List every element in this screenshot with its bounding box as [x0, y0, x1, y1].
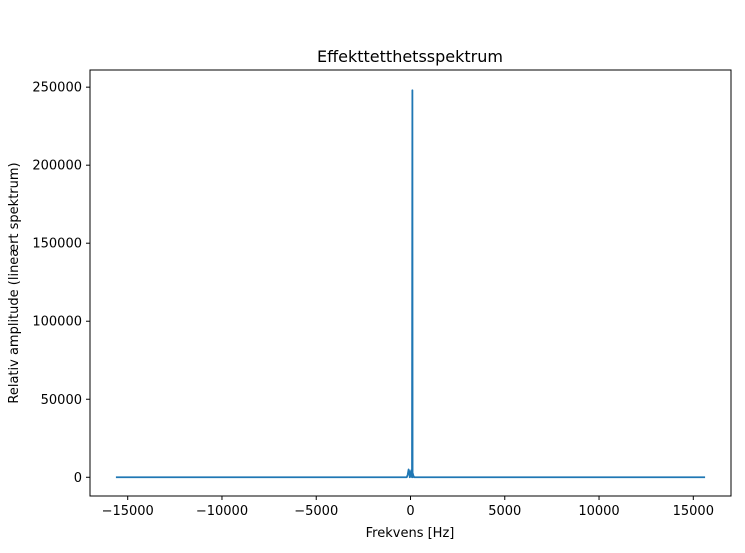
y-tick-label: 200000 — [32, 159, 82, 174]
chart-title: Effekttetthetsspektrum — [317, 47, 503, 66]
plot-area-frame — [89, 69, 732, 497]
x-tick-label: 15000 — [673, 504, 714, 519]
y-tick-label: 250000 — [32, 81, 82, 96]
x-tick-label: 0 — [406, 504, 414, 519]
x-axis: −15000 −10000 −5000 0 5000 10000 15000 — [102, 496, 714, 519]
y-axis-label: Relativ amplitude (lineært spektrum) — [7, 162, 22, 403]
series-line — [115, 89, 706, 479]
x-tick-label: −15000 — [102, 504, 154, 519]
y-tick-label: 50000 — [41, 393, 82, 408]
x-tick-label: −10000 — [196, 504, 248, 519]
series-layer — [115, 89, 706, 479]
x-axis-label: Frekvens [Hz] — [366, 526, 455, 541]
y-tick-label: 150000 — [32, 237, 82, 252]
x-tick-label: 5000 — [488, 504, 521, 519]
x-tick-label: −5000 — [294, 504, 338, 519]
y-tick-label: 100000 — [32, 315, 82, 330]
x-tick-label: 10000 — [578, 504, 619, 519]
y-tick-label: 0 — [74, 471, 82, 486]
y-axis: 0 50000 100000 150000 200000 250000 — [32, 81, 90, 486]
